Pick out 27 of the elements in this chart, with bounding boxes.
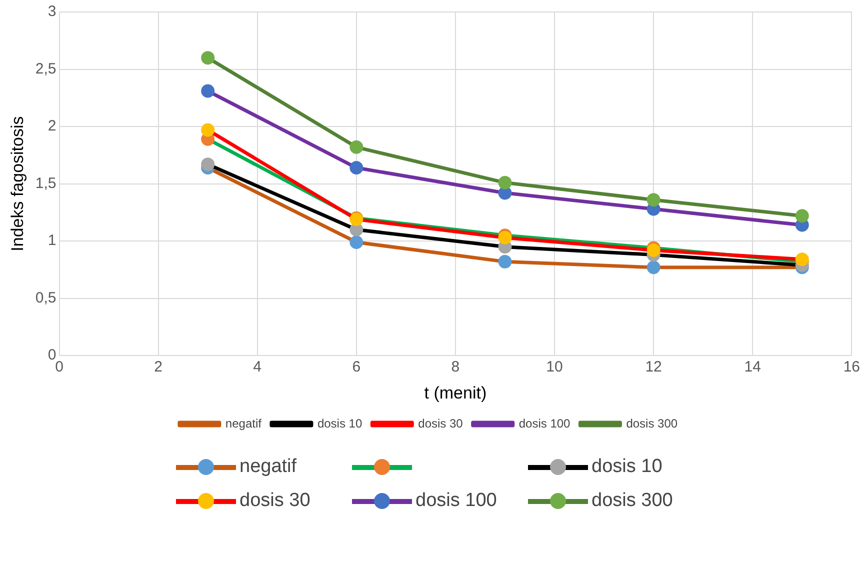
legend-label: dosis 10 xyxy=(317,416,362,430)
x-tick-label: 4 xyxy=(253,358,262,376)
x-tick-label: 14 xyxy=(744,358,761,376)
y-tick-label: 1 xyxy=(48,232,56,250)
x-tick-label: 8 xyxy=(451,358,460,376)
text: dosis 100 xyxy=(416,490,497,511)
legend-label: dosis 30 xyxy=(418,416,464,430)
text: dosis 300 xyxy=(592,490,673,511)
x-tick-label: 6 xyxy=(352,358,361,376)
legend-label: negatif xyxy=(225,416,262,430)
x-tick-label: 12 xyxy=(645,358,662,376)
text: dosis 10 xyxy=(592,456,662,477)
x-tick-label: 10 xyxy=(546,358,563,376)
y-tick-label: 2 xyxy=(48,118,56,135)
x-tick-label: 16 xyxy=(843,358,860,376)
text: dosis 30 xyxy=(240,490,310,511)
x-axis-title: t (menit) xyxy=(424,383,487,402)
y-tick-label: 1,5 xyxy=(35,174,56,192)
y-axis-title: Indeks fagositosis xyxy=(8,116,27,252)
y-tick-label: 0 xyxy=(48,346,56,364)
y-tick-label: 2,5 xyxy=(35,60,56,78)
text: negatif xyxy=(240,456,297,477)
y-tick-label: 3 xyxy=(48,3,56,20)
x-tick-label: 2 xyxy=(154,358,162,376)
legend-label: dosis 300 xyxy=(626,416,678,430)
legend-label: dosis 100 xyxy=(518,416,571,430)
y-tick-label: 0,5 xyxy=(35,289,56,306)
